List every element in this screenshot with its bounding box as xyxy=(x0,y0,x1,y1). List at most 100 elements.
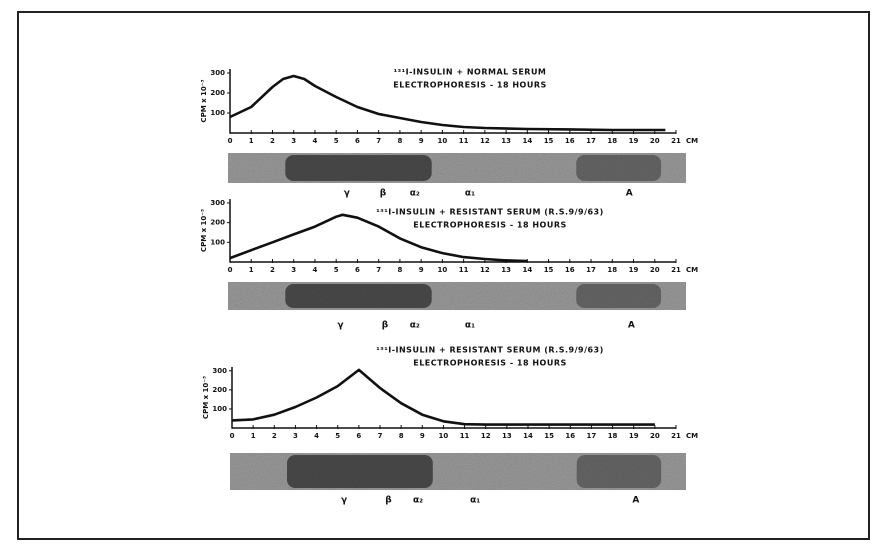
x-tick-label: 16 xyxy=(565,137,575,145)
x-tick-label: 3 xyxy=(293,432,298,440)
x-tick-label: 5 xyxy=(334,266,339,274)
y-tick-label: 100 xyxy=(212,405,227,413)
x-tick-label: 12 xyxy=(480,266,490,274)
chart-title: ¹³¹I-INSULIN + RESISTANT SERUM (R.S.9/9/… xyxy=(376,346,604,355)
x-tick-label: 2 xyxy=(272,432,277,440)
band-label: α₂ xyxy=(413,496,423,506)
x-tick-label: 8 xyxy=(397,137,402,145)
chart-title: ¹³¹I-INSULIN + RESISTANT SERUM (R.S.9/9/… xyxy=(376,208,604,217)
x-tick-label: 3 xyxy=(291,266,296,274)
gel-stain xyxy=(285,155,432,181)
figure: ¹³¹I-INSULIN + NORMAL SERUM ELECTROPHORES… xyxy=(0,0,887,551)
y-tick-label: 200 xyxy=(212,386,227,394)
x-tick-label: 19 xyxy=(629,432,639,440)
x-tick-label: 3 xyxy=(291,137,296,145)
y-tick-label: 100 xyxy=(210,109,225,117)
gel-stain xyxy=(576,155,661,181)
y-tick-label: 200 xyxy=(210,89,225,97)
band-label: α₁ xyxy=(465,321,475,331)
x-tick-label: 15 xyxy=(544,266,554,274)
x-tick-label: 11 xyxy=(460,432,470,440)
x-tick-label: 13 xyxy=(501,266,511,274)
band-label: α₁ xyxy=(470,496,480,506)
x-tick-label: 11 xyxy=(459,137,469,145)
x-tick-label: 1 xyxy=(249,266,254,274)
band-label: α₂ xyxy=(410,321,420,331)
y-axis-label: CPM x 10⁻³ xyxy=(200,79,208,122)
x-tick-label: 9 xyxy=(419,266,424,274)
x-axis-label: CM xyxy=(686,137,698,145)
band-label: γ xyxy=(337,321,343,331)
band-label: α₂ xyxy=(410,189,420,199)
chart-title: ¹³¹I-INSULIN + NORMAL SERUM xyxy=(394,68,547,77)
x-tick-label: 16 xyxy=(565,266,575,274)
y-tick-label: 300 xyxy=(212,367,227,375)
x-tick-label: 0 xyxy=(228,137,233,145)
x-tick-label: 5 xyxy=(335,432,340,440)
x-tick-label: 17 xyxy=(586,266,596,274)
x-tick-label: 2 xyxy=(270,137,275,145)
x-tick-label: 12 xyxy=(480,137,490,145)
x-tick-label: 20 xyxy=(650,432,660,440)
x-tick-label: 21 xyxy=(671,266,681,274)
x-tick-label: 4 xyxy=(313,266,318,274)
x-tick-label: 18 xyxy=(608,432,618,440)
x-tick-label: 6 xyxy=(355,266,360,274)
x-tick-label: 18 xyxy=(607,266,617,274)
x-tick-label: 7 xyxy=(376,266,381,274)
x-tick-label: 15 xyxy=(544,432,554,440)
x-tick-label: 6 xyxy=(355,137,360,145)
x-tick-label: 20 xyxy=(650,137,660,145)
x-tick-label: 16 xyxy=(565,432,575,440)
x-tick-label: 18 xyxy=(607,137,617,145)
y-tick-label: 300 xyxy=(210,69,225,77)
x-tick-label: 6 xyxy=(356,432,361,440)
gel-stain xyxy=(577,455,662,488)
y-tick-label: 300 xyxy=(210,199,225,207)
x-tick-label: 21 xyxy=(671,432,681,440)
x-tick-label: 10 xyxy=(438,137,448,145)
gel-stain xyxy=(285,284,432,308)
chart-title: ELECTROPHORESIS - 18 HOURS xyxy=(413,359,567,368)
band-label: α₁ xyxy=(465,189,475,199)
y-tick-label: 200 xyxy=(210,219,225,227)
x-tick-label: 19 xyxy=(629,266,639,274)
x-tick-label: 1 xyxy=(249,137,254,145)
band-label: β xyxy=(380,189,387,199)
x-tick-label: 8 xyxy=(397,266,402,274)
x-tick-label: 14 xyxy=(523,432,533,440)
x-tick-label: 13 xyxy=(501,137,511,145)
band-label: β xyxy=(385,496,392,506)
x-tick-label: 4 xyxy=(313,137,318,145)
x-tick-label: 19 xyxy=(629,137,639,145)
x-tick-label: 17 xyxy=(586,137,596,145)
chart-title: ELECTROPHORESIS - 18 HOURS xyxy=(393,81,547,90)
x-tick-label: 7 xyxy=(376,137,381,145)
x-tick-label: 13 xyxy=(502,432,512,440)
x-tick-label: 1 xyxy=(251,432,256,440)
x-tick-label: 15 xyxy=(544,137,554,145)
x-tick-label: 2 xyxy=(270,266,275,274)
band-label: A xyxy=(632,496,639,506)
x-tick-label: 17 xyxy=(587,432,597,440)
x-tick-label: 9 xyxy=(420,432,425,440)
x-tick-label: 20 xyxy=(650,266,660,274)
band-label: γ xyxy=(344,189,350,199)
x-tick-label: 12 xyxy=(481,432,491,440)
x-tick-label: 0 xyxy=(230,432,235,440)
x-tick-label: 9 xyxy=(419,137,424,145)
band-label: A xyxy=(628,321,635,331)
y-axis-label: CPM x 10⁻³ xyxy=(202,376,210,419)
x-tick-label: 0 xyxy=(228,266,233,274)
x-tick-label: 14 xyxy=(522,266,532,274)
x-axis-label: CM xyxy=(686,266,698,274)
x-tick-label: 10 xyxy=(439,432,449,440)
y-axis-label: CPM x 10⁻³ xyxy=(200,209,208,252)
y-tick-label: 100 xyxy=(210,238,225,246)
x-tick-label: 4 xyxy=(314,432,319,440)
gel-stain xyxy=(576,284,661,308)
x-tick-label: 21 xyxy=(671,137,681,145)
gel-stain xyxy=(287,455,433,488)
x-tick-label: 8 xyxy=(399,432,404,440)
x-tick-label: 14 xyxy=(522,137,532,145)
